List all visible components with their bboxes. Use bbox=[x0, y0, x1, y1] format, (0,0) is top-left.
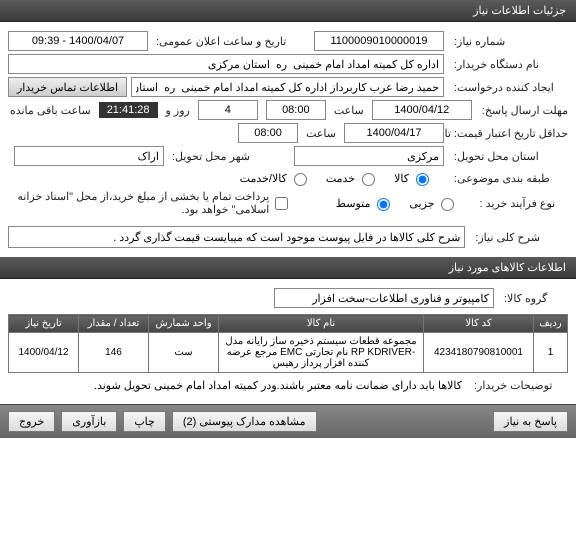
footer-bar: خروج بازآوری چاپ مشاهده مدارک پیوستی (2)… bbox=[0, 404, 576, 438]
buyer-org-input bbox=[8, 54, 444, 74]
radio-goods[interactable]: کالا bbox=[394, 170, 432, 186]
label-at-1: ساعت bbox=[330, 104, 368, 117]
col-unit: واحد شمارش bbox=[149, 315, 219, 333]
remaining-days-input bbox=[198, 100, 258, 120]
buyer-notes-value: کالاها باید دارای ضمانت نامه معتبر باشند… bbox=[8, 379, 462, 392]
radio-service-label: خدمت bbox=[326, 172, 355, 185]
chk-partial-label: پرداخت تمام یا بخشی از مبلغ خرید،از محل … bbox=[8, 190, 269, 216]
radio-low-label: جزیی bbox=[409, 197, 434, 210]
form-area-main: شماره نیاز: تاریخ و ساعت اعلان عمومی: نا… bbox=[0, 22, 576, 257]
col-code: کد کالا bbox=[424, 315, 534, 333]
radio-both-label: کالا/خدمت bbox=[240, 172, 287, 185]
radio-mid-label: متوسط bbox=[336, 197, 371, 210]
refresh-button[interactable]: بازآوری bbox=[61, 411, 117, 432]
radio-mid[interactable]: متوسط bbox=[336, 195, 394, 211]
deadline-date-input[interactable] bbox=[372, 100, 472, 120]
remaining-tail: ساعت باقی مانده bbox=[6, 104, 95, 117]
label-announce-dt: تاریخ و ساعت اعلان عمومی: bbox=[152, 35, 290, 48]
radio-low[interactable]: جزیی bbox=[409, 195, 457, 211]
label-deadline: مهلت ارسال پاسخ: bbox=[476, 104, 568, 117]
label-buyer-notes: توضیحات خریدار: bbox=[468, 379, 568, 392]
label-delivery-city: شهر محل تحویل: bbox=[168, 150, 254, 163]
radio-service[interactable]: خدمت bbox=[326, 170, 378, 186]
credit-date-input[interactable] bbox=[344, 123, 444, 143]
reply-button[interactable]: پاسخ به نیاز bbox=[493, 411, 568, 432]
label-pkg-type: طبقه بندی موضوعی: bbox=[448, 172, 568, 185]
general-desc-input[interactable] bbox=[8, 226, 465, 248]
label-general-desc: شرح کلی نیاز: bbox=[469, 231, 568, 244]
remaining-clock: 21:41:28 bbox=[99, 102, 158, 118]
label-delivery-prov: استان محل تحویل: bbox=[448, 150, 568, 163]
section-header-items: اطلاعات کالاهای مورد نیاز bbox=[0, 257, 576, 279]
remaining-days-word: روز و bbox=[162, 104, 194, 117]
col-date: تاریخ نیاز bbox=[9, 315, 79, 333]
col-qty: تعداد / مقدار bbox=[79, 315, 149, 333]
label-requester: ایجاد کننده درخواست: bbox=[448, 81, 568, 94]
need-no-input bbox=[314, 31, 444, 51]
attachments-button[interactable]: مشاهده مدارک پیوستی (2) bbox=[172, 411, 317, 432]
cell-date: 1400/04/12 bbox=[9, 333, 79, 373]
radio-goods-label: کالا bbox=[394, 172, 409, 185]
print-button[interactable]: چاپ bbox=[123, 411, 166, 432]
label-buyer-org: نام دستگاه خریدار: bbox=[448, 58, 568, 71]
deadline-time-input[interactable] bbox=[266, 100, 326, 120]
radio-both[interactable]: کالا/خدمت bbox=[240, 170, 310, 186]
cell-code: 4234180790810001 bbox=[424, 333, 534, 373]
contact-buyer-button[interactable]: اطلاعات تماس خریدار bbox=[8, 77, 127, 97]
cell-unit: ست bbox=[149, 333, 219, 373]
cell-row: 1 bbox=[534, 333, 568, 373]
section-header-details: جزئیات اطلاعات نیاز bbox=[0, 0, 576, 22]
col-row: ردیف bbox=[534, 315, 568, 333]
group-input bbox=[274, 288, 494, 308]
credit-time-input[interactable] bbox=[238, 123, 298, 143]
chk-partial[interactable]: پرداخت تمام یا بخشی از مبلغ خرید،از محل … bbox=[8, 190, 291, 216]
col-name: نام کالا bbox=[219, 315, 424, 333]
label-need-no: شماره نیاز: bbox=[448, 35, 568, 48]
exit-button[interactable]: خروج bbox=[8, 411, 55, 432]
cell-qty: 146 bbox=[79, 333, 149, 373]
form-area-items: گروه کالا: ردیف کد کالا نام کالا واحد شم… bbox=[0, 279, 576, 404]
label-credit: حداقل تاریخ اعتبار قیمت: تا تاریخ: bbox=[448, 127, 568, 140]
label-proc-type: نوع فرآیند خرید : bbox=[473, 197, 568, 210]
label-group: گروه کالا: bbox=[498, 292, 568, 305]
announce-dt-input bbox=[8, 31, 148, 51]
label-at-2: ساعت bbox=[302, 127, 340, 140]
table-row[interactable]: 14234180790810001مجموعه قطعات سیستم ذخیر… bbox=[9, 333, 568, 373]
delivery-prov-input bbox=[294, 146, 444, 166]
cell-name: مجموعه قطعات سیستم ذخیره ساز رایانه مدل … bbox=[219, 333, 424, 373]
items-table: ردیف کد کالا نام کالا واحد شمارش تعداد /… bbox=[8, 314, 568, 373]
requester-input bbox=[131, 77, 444, 97]
delivery-city-input bbox=[14, 146, 164, 166]
